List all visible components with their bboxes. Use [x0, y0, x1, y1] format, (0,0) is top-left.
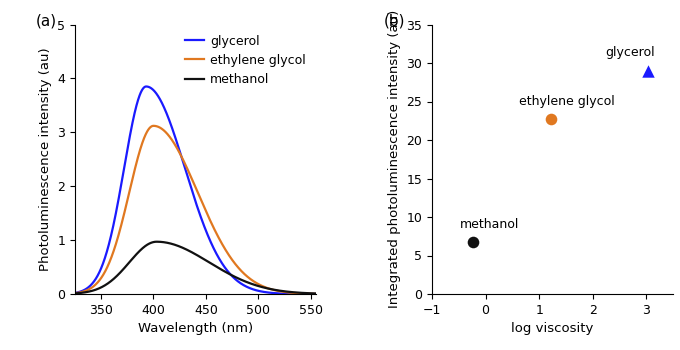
Line: glycerol: glycerol	[48, 86, 363, 294]
methanol	[44, 292, 52, 296]
glycerol	[353, 292, 361, 296]
glycerol	[319, 292, 327, 296]
Point	[468, 240, 479, 245]
ethylene glycol	[359, 292, 367, 296]
ethylene glycol	[80, 289, 88, 293]
ethylene glycol	[150, 124, 158, 128]
glycerol	[165, 118, 173, 122]
glycerol	[179, 160, 187, 164]
methanol	[359, 292, 367, 296]
glycerol	[44, 292, 52, 296]
methanol	[152, 240, 160, 244]
methanol	[179, 246, 187, 250]
ethylene glycol	[165, 134, 173, 139]
methanol	[99, 284, 107, 288]
glycerol	[359, 292, 367, 296]
Text: ethylene glycol: ethylene glycol	[520, 94, 615, 108]
Point	[643, 68, 653, 74]
methanol	[353, 292, 361, 296]
Y-axis label: Integrated photoluminescence intensity (au): Integrated photoluminescence intensity (…	[388, 10, 401, 308]
X-axis label: Wavelength (nm): Wavelength (nm)	[138, 322, 253, 335]
ethylene glycol	[44, 292, 52, 296]
methanol	[165, 241, 173, 245]
Text: glycerol: glycerol	[605, 46, 655, 59]
ethylene glycol	[179, 158, 187, 162]
ethylene glycol	[353, 292, 361, 296]
Y-axis label: Photoluminescence intensity (au): Photoluminescence intensity (au)	[39, 48, 52, 271]
Legend: glycerol, ethylene glycol, methanol: glycerol, ethylene glycol, methanol	[182, 31, 310, 90]
methanol	[80, 290, 88, 294]
ethylene glycol	[99, 273, 107, 277]
glycerol	[80, 288, 88, 292]
ethylene glycol	[319, 292, 327, 296]
methanol	[319, 292, 327, 296]
Text: (b): (b)	[384, 14, 405, 29]
X-axis label: log viscosity: log viscosity	[511, 322, 594, 335]
glycerol	[99, 261, 107, 265]
Point	[546, 117, 557, 122]
Text: (a): (a)	[36, 14, 57, 29]
glycerol	[142, 84, 150, 89]
Line: ethylene glycol: ethylene glycol	[48, 126, 363, 294]
Text: methanol: methanol	[460, 218, 520, 231]
Line: methanol: methanol	[48, 242, 363, 294]
